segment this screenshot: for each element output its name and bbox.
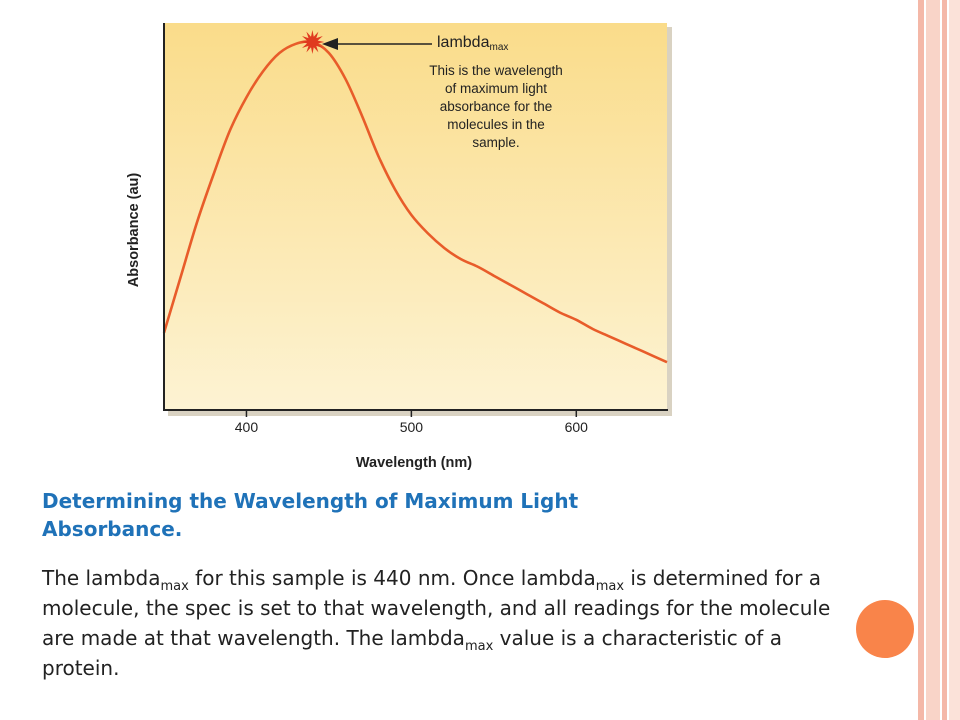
caption-subscript: max	[160, 579, 189, 594]
x-tick-label: 600	[565, 419, 589, 435]
border-stripe	[949, 0, 960, 720]
caption-heading-line: Absorbance.	[42, 517, 183, 541]
caption-body: The lambdamax for this sample is 440 nm.…	[42, 563, 852, 683]
absorbance-curve	[162, 40, 668, 364]
caption-body-text: is determined for a molecule, the spec i…	[42, 566, 831, 650]
callout-text-line: absorbance for the	[439, 99, 553, 114]
plot-background	[164, 23, 667, 410]
callout-text-line: sample.	[472, 135, 520, 150]
caption-subscript: max	[464, 639, 494, 654]
callout-text-line: of maximum light	[444, 81, 548, 96]
peak-marker-star	[300, 30, 325, 54]
caption-subscript: max	[595, 579, 625, 594]
accent-circle	[856, 600, 914, 658]
callout-title-subscript: max	[489, 42, 509, 53]
callout-title-text: lambda	[437, 34, 490, 51]
y-axis-label: Absorbance (au)	[126, 173, 142, 288]
border-stripe	[918, 0, 924, 720]
callout-text-line: molecules in the	[447, 117, 545, 132]
x-axis-label: Wavelength (nm)	[356, 455, 472, 471]
absorbance-chart: 400 500 600 Wavelength (nm) Absorbance (au…	[126, 23, 672, 471]
x-tick-label: 500	[400, 419, 424, 435]
border-stripe	[942, 0, 947, 720]
callout-text-line: This is the wavelength	[429, 63, 563, 78]
border-stripe	[926, 0, 940, 720]
caption-body-text: value is a characteristic of a protein.	[42, 626, 782, 680]
caption-heading-line: Determining the Wavelength of Maximum Li…	[42, 489, 579, 513]
callout-title: lambdamax	[437, 34, 508, 53]
caption-body-text: for this sample is 440 nm. Once lambda	[188, 566, 596, 590]
caption-body-text: The lambda	[42, 566, 161, 590]
slide-border-decoration	[918, 0, 960, 720]
chart-svg: 400 500 600 Wavelength (nm) Absorbance (au…	[126, 23, 672, 471]
x-tick-label: 400	[235, 419, 259, 435]
caption-heading: Determining the Wavelength of Maximum Li…	[42, 487, 742, 543]
callout-arrowhead	[322, 38, 338, 50]
